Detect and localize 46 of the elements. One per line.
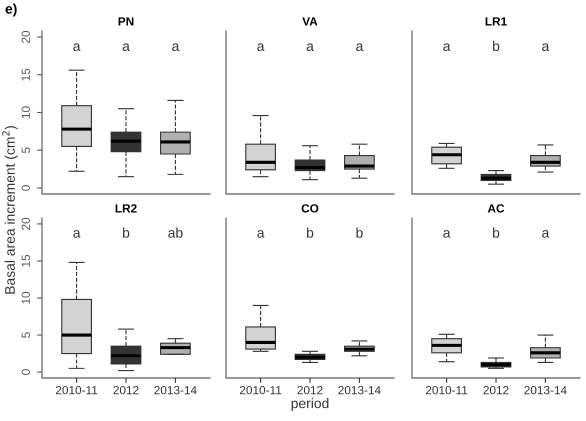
annotation: a — [542, 230, 550, 238]
text: e) — [6, 4, 17, 16]
annotation: a — [257, 43, 264, 52]
x-tick-label: 2012 — [297, 386, 323, 394]
chart-title: AC — [488, 204, 504, 213]
x-tick-label: 2010-11 — [240, 386, 282, 394]
chart-title: CO — [302, 204, 318, 213]
annotation: ab — [168, 228, 183, 238]
y-tick-label: 15 — [22, 68, 30, 80]
x-tick-label: 2012 — [483, 386, 509, 394]
x-tick-label: 2010-11 — [56, 386, 98, 394]
chart-title: LR1 — [486, 17, 507, 26]
annotation: b — [493, 40, 500, 52]
y-tick-label: 5 — [22, 332, 30, 338]
annotation: a — [73, 230, 80, 238]
y-tick-label: 5 — [22, 147, 30, 154]
annotation: a — [172, 43, 180, 52]
x-tick-label: 2012 — [113, 386, 139, 394]
y-tick-label: 15 — [22, 254, 30, 267]
chart-title: PN — [118, 17, 134, 26]
annotation: b — [493, 228, 500, 238]
annotation: a — [356, 43, 364, 52]
x-axis-title: period — [292, 398, 328, 411]
chart-title: LR2 — [116, 204, 137, 212]
x-tick-label: 2010-11 — [426, 386, 468, 394]
annotation: b — [356, 228, 363, 238]
y-tick-label: 0 — [22, 185, 30, 191]
x-tick-label: 2013-14 — [338, 386, 381, 394]
x-tick-label: 2013-14 — [524, 386, 567, 394]
annotation: a — [542, 43, 550, 52]
annotation: a — [122, 43, 130, 52]
y-tick-label: 20 — [22, 218, 30, 230]
annotation: a — [443, 43, 450, 52]
x-tick-label: 2013-14 — [154, 386, 197, 394]
y-tick-label: 20 — [22, 30, 30, 44]
annotation: a — [443, 230, 450, 238]
y-tick-label: 0 — [22, 369, 30, 375]
y-tick-label: 10 — [22, 292, 30, 304]
annotation: b — [123, 228, 130, 238]
annotation: a — [257, 230, 264, 238]
y-tick-label: 10 — [22, 106, 30, 118]
annotation: a — [306, 43, 314, 52]
annotation: a — [73, 43, 80, 52]
chart-title: VA — [302, 17, 318, 26]
y-axis-title: Basal area increment (cm$^{2}$) — [2, 126, 18, 294]
annotation: b — [307, 228, 314, 238]
